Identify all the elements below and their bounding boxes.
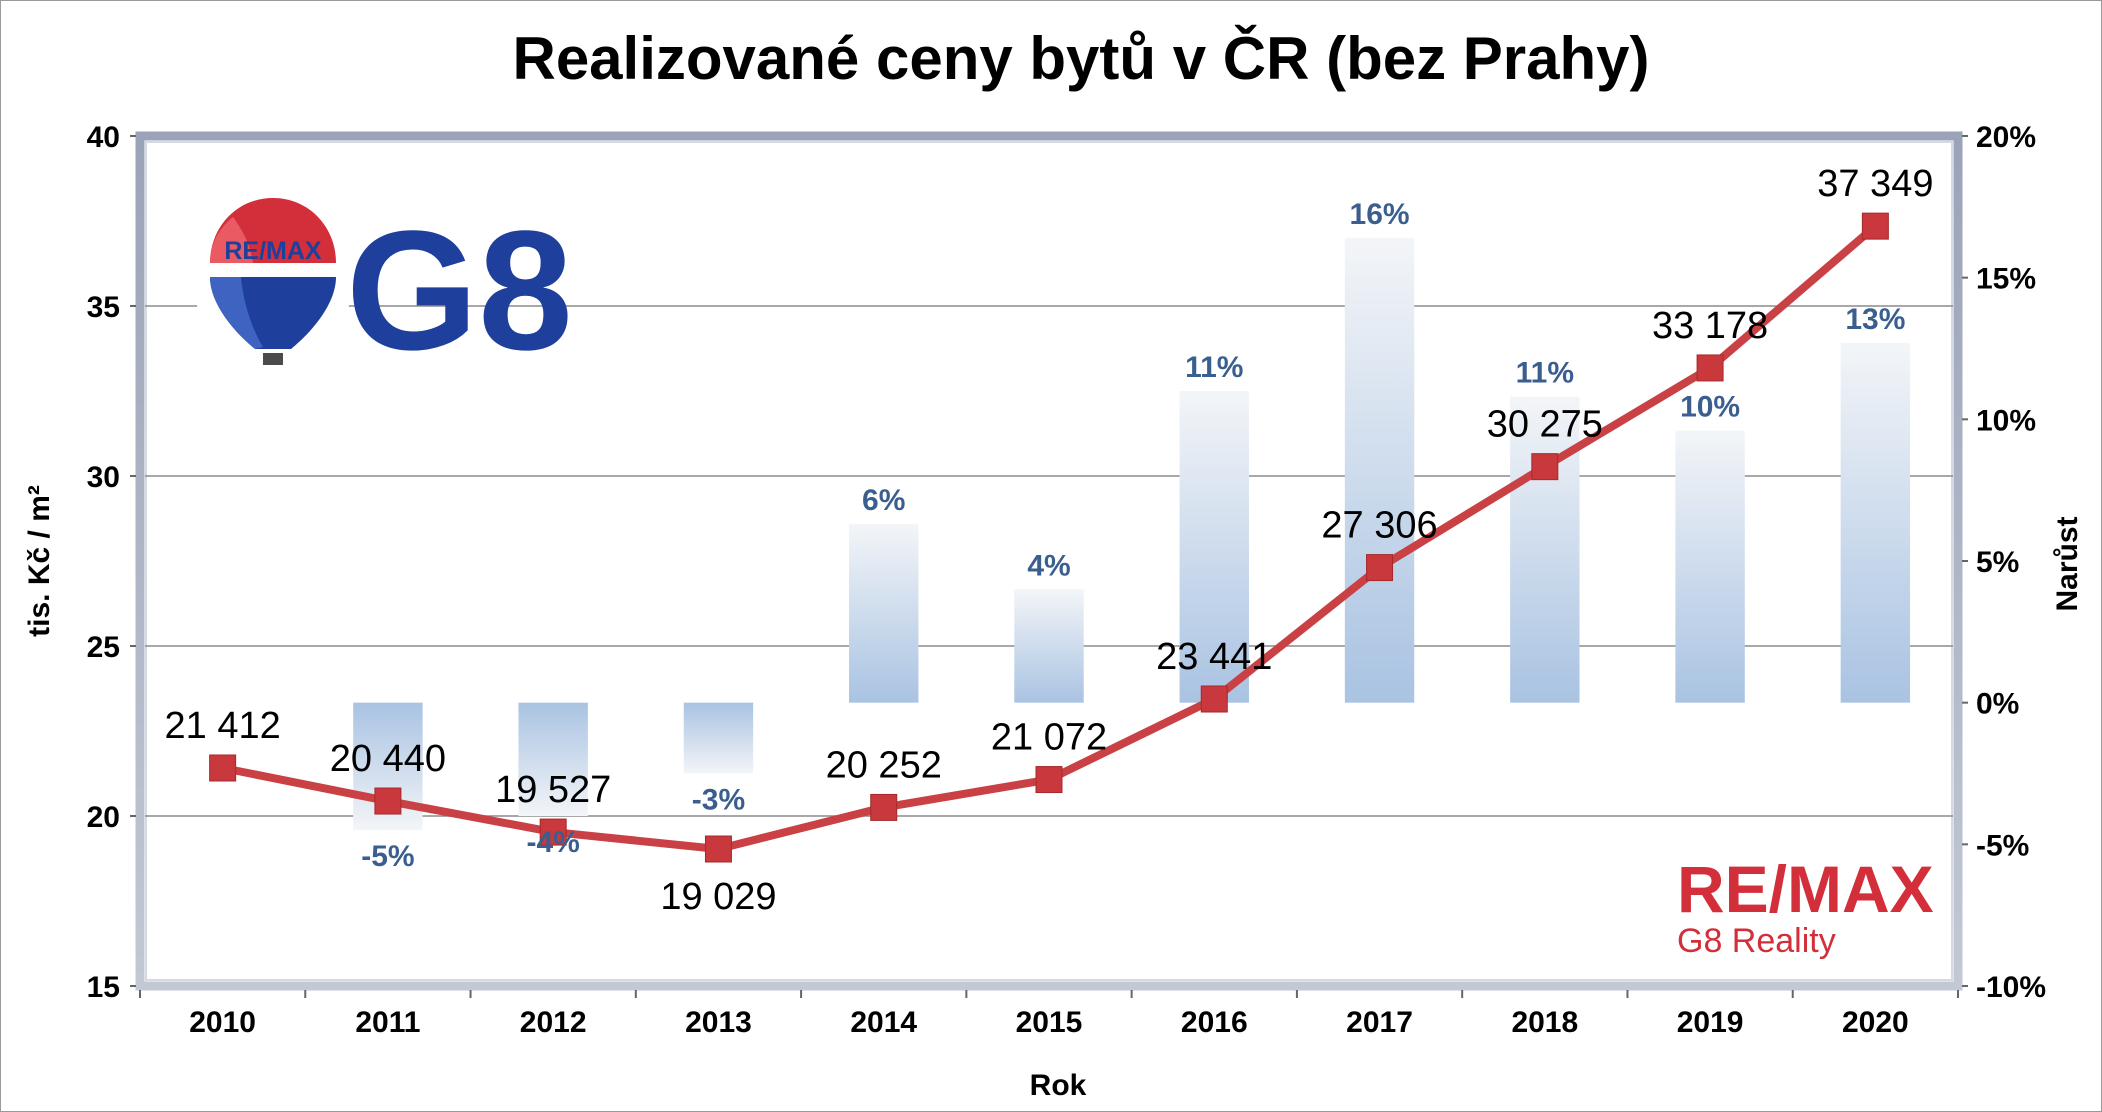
x-tick-label: 2011	[355, 1006, 420, 1039]
growth-bar-label: 11%	[1516, 357, 1574, 390]
g8-logo-text: G8	[346, 196, 573, 386]
growth-bar-label: 6%	[862, 484, 905, 517]
y-axis-right-title: Narůst	[2051, 516, 2084, 611]
price-marker	[1200, 685, 1228, 713]
y-left-tick-label: 20	[87, 801, 120, 834]
plot-area-inner	[145, 141, 1953, 981]
price-marker	[209, 754, 237, 782]
growth-bar-label: -4%	[527, 826, 580, 859]
price-label: 27 306	[1321, 505, 1437, 547]
price-marker	[1035, 766, 1063, 794]
price-label: 20 252	[826, 744, 942, 786]
growth-bar	[518, 702, 588, 816]
y-left-tick-label: 30	[87, 461, 120, 494]
price-marker	[1861, 212, 1889, 240]
x-tick-label: 2016	[1181, 1006, 1248, 1039]
price-label: 21 072	[991, 717, 1107, 759]
growth-bar	[1840, 342, 1911, 703]
plot-area	[135, 131, 1963, 991]
price-label: 20 440	[330, 738, 446, 780]
y-axis-left-title: tis. Kč / m²	[23, 485, 56, 637]
y-right-tick-label: 5%	[1976, 546, 2019, 579]
growth-bar	[1675, 430, 1745, 703]
balloon-logo-text: RE/MAX	[224, 237, 322, 265]
price-marker	[870, 793, 898, 821]
price-label: 21 412	[165, 705, 281, 747]
price-markers	[209, 212, 1889, 863]
growth-bar-label: 10%	[1680, 391, 1740, 424]
x-tick-label: 2013	[685, 1006, 752, 1039]
x-tick-label: 2010	[189, 1006, 256, 1039]
x-tick-label: 2018	[1511, 1006, 1578, 1039]
price-marker	[704, 835, 732, 863]
brand-reality-text: G8 Reality	[1677, 922, 1836, 960]
price-label: 19 029	[660, 876, 776, 918]
growth-bar-label: 16%	[1350, 198, 1410, 231]
chart-title: Realizované ceny bytů v ČR (bez Prahy)	[512, 25, 1649, 92]
price-label: 23 441	[1156, 636, 1272, 678]
y-right-tick-label: 20%	[1976, 121, 2036, 154]
x-axis-title: Rok	[1030, 1069, 1087, 1102]
growth-bar	[1344, 238, 1415, 703]
data-labels: -5% -4% -3% 6% 4% 11% 16% 11% 10% 13% 21 412 20 440…	[165, 163, 1934, 918]
price-label: 30 275	[1487, 404, 1603, 446]
growth-bar-label: 13%	[1845, 303, 1905, 336]
price-marker	[1696, 354, 1724, 382]
y-left-tick-label: 15	[87, 971, 120, 1004]
price-marker	[1531, 453, 1559, 481]
y-right-tick-label: -5%	[1976, 829, 2029, 862]
x-tick-label: 2015	[1016, 1006, 1083, 1039]
growth-bar-label: 4%	[1027, 549, 1070, 582]
brand-remax-text: RE/MAX	[1677, 852, 1934, 926]
x-tick-label: 2014	[850, 1006, 917, 1039]
growth-bar	[1014, 589, 1084, 703]
y-right-tick-label: 15%	[1976, 263, 2036, 296]
balloon-logo-icon: RE/MAX	[196, 197, 350, 365]
price-label: 37 349	[1817, 163, 1933, 205]
growth-bar	[683, 702, 754, 774]
x-tick-label: 2020	[1842, 1006, 1909, 1039]
x-tick-label: 2012	[520, 1006, 587, 1039]
x-tick-label: 2019	[1677, 1006, 1744, 1039]
price-marker	[539, 818, 567, 846]
y-right-tick-label: 0%	[1976, 688, 2019, 721]
y-right-tick-label: 10%	[1976, 404, 2036, 437]
growth-bar	[849, 524, 919, 703]
price-label: 19 527	[495, 769, 611, 811]
growth-bar-label: 11%	[1185, 351, 1243, 384]
price-marker	[374, 787, 402, 815]
growth-bar	[1510, 396, 1580, 703]
price-marker	[1366, 554, 1394, 582]
growth-bar-label: -3%	[692, 784, 745, 817]
y-left-tick-label: 40	[87, 121, 120, 154]
growth-bar	[1179, 391, 1249, 703]
y-left-tick-label: 35	[87, 291, 120, 324]
price-label: 33 178	[1652, 305, 1768, 347]
axes: 15 20 25 30 35 40 -10% -5% 0% 5% 10% 15% 20% 2010 2011…	[87, 121, 2046, 1039]
y-left-tick-label: 25	[87, 631, 120, 664]
x-tick-label: 2017	[1346, 1006, 1413, 1039]
y-right-tick-label: -10%	[1976, 971, 2046, 1004]
growth-bar-label: -5%	[361, 840, 414, 873]
